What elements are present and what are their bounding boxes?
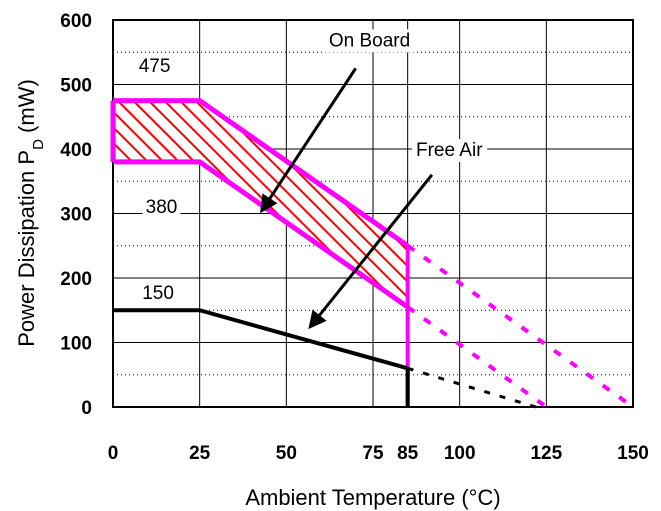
svg-text:475: 475	[139, 56, 171, 77]
annotation-label: On Board	[324, 29, 415, 53]
x-tick-label: 50	[276, 443, 297, 464]
free-air-extrapolation	[407, 366, 537, 409]
x-tick-label: 25	[189, 443, 211, 464]
x-tick-label: 100	[444, 443, 476, 464]
annotation-layer: On Board Free Air	[260, 29, 488, 330]
y-tick-label: 200	[60, 269, 92, 290]
on-board-upper-line	[113, 98, 410, 248]
annotation-arrow	[260, 67, 357, 214]
x-tick-label: 0	[108, 443, 119, 464]
x-tick-labels: 0 25 50 75 85 100 125 150	[108, 443, 649, 464]
y-tick-label: 300	[60, 205, 92, 226]
on-board-lower-extrapolation	[406, 305, 548, 409]
svg-text:150: 150	[142, 283, 174, 304]
svg-text:Free Air: Free Air	[416, 140, 483, 161]
free-air-line	[113, 308, 409, 371]
svg-text:On Board: On Board	[329, 30, 410, 51]
value-label: 150	[139, 282, 177, 306]
x-axis-title: Ambient Temperature (°C)	[245, 485, 500, 510]
labels-layer: 475 380 150	[135, 55, 181, 306]
value-label: 380	[142, 195, 181, 219]
annotation-label: Free Air	[412, 139, 488, 162]
x-tick-label: 75	[362, 443, 384, 464]
svg-text:380: 380	[146, 197, 178, 218]
x-tick-label: 125	[530, 443, 562, 464]
on-board-upper-extrapolation	[406, 244, 635, 409]
y-tick-label: 100	[60, 334, 92, 355]
y-tick-label: 600	[60, 11, 92, 32]
y-tick-label: 400	[60, 140, 92, 161]
y-tick-label: 0	[81, 398, 92, 419]
on-board-lower-line	[113, 159, 410, 310]
annotation-arrow	[308, 173, 434, 330]
y-tick-label: 500	[60, 76, 92, 97]
x-tick-label: 85	[397, 443, 419, 464]
y-tick-labels: 0 100 200 300 400 500 600	[60, 11, 92, 419]
y-axis-title: Power Dissipation PD (mW)	[14, 79, 47, 347]
value-label: 475	[135, 55, 174, 79]
x-tick-label: 150	[617, 443, 649, 464]
